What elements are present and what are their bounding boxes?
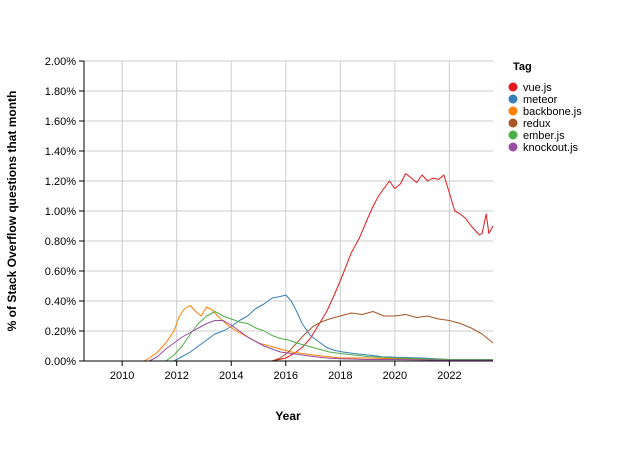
y-axis-ticks: 0.00% 0.20% 0.40% 0.60% 0.80% 1.00% 1.20% 1.40%… — [45, 56, 84, 368]
y-tick-label: 1.40% — [45, 146, 76, 158]
x-tick-label: 2018 — [328, 370, 352, 382]
legend: Tag vue.jsmeteorbackbone.jsreduxember.js… — [508, 61, 582, 154]
series-line-meteor — [84, 294, 493, 362]
x-tick-label: 2016 — [274, 370, 298, 382]
y-axis-title: % of Stack Overflow questions that month — [5, 91, 19, 332]
series-lines — [84, 173, 494, 362]
x-tick-label: 2022 — [437, 370, 461, 382]
y-tick-label: 1.20% — [45, 176, 76, 188]
x-tick-label: 2014 — [219, 370, 243, 382]
legend-marker — [508, 142, 518, 152]
y-tick-label: 0.20% — [45, 326, 76, 338]
y-tick-label: 1.00% — [45, 206, 76, 218]
y-tick-label: 2.00% — [45, 56, 76, 68]
legend-label: backbone.js — [523, 106, 582, 118]
legend-marker — [508, 82, 518, 92]
legend-marker — [508, 118, 518, 128]
y-tick-label: 1.80% — [45, 86, 76, 98]
legend-items: vue.jsmeteorbackbone.jsreduxember.jsknoc… — [508, 82, 582, 154]
y-tick-label: 1.60% — [45, 116, 76, 128]
legend-marker — [508, 106, 518, 116]
series-line-knockout-js — [84, 320, 493, 362]
legend-label: ember.js — [523, 130, 565, 142]
legend-marker — [508, 130, 518, 140]
series-line-ember-js — [84, 311, 493, 362]
legend-label: vue.js — [523, 82, 552, 94]
y-tick-label: 0.80% — [45, 236, 76, 248]
series-line-vue-js — [84, 173, 494, 362]
legend-label: knockout.js — [523, 142, 579, 154]
x-axis-title: Year — [275, 409, 301, 423]
legend-label: redux — [523, 118, 551, 130]
series-line-redux — [84, 311, 494, 362]
legend-marker — [508, 94, 518, 104]
x-tick-label: 2012 — [164, 370, 188, 382]
y-tick-label: 0.00% — [45, 356, 76, 368]
legend-title: Tag — [513, 61, 532, 73]
series-line-backbone-js — [84, 305, 493, 362]
x-axis-ticks: 2010 2012 2014 2016 2018 2020 2022 — [110, 361, 462, 382]
legend-label: meteor — [523, 94, 558, 106]
x-tick-label: 2020 — [383, 370, 407, 382]
grid — [84, 60, 493, 362]
x-tick-label: 2010 — [110, 370, 134, 382]
y-tick-label: 0.60% — [45, 266, 76, 278]
y-tick-label: 0.40% — [45, 296, 76, 308]
